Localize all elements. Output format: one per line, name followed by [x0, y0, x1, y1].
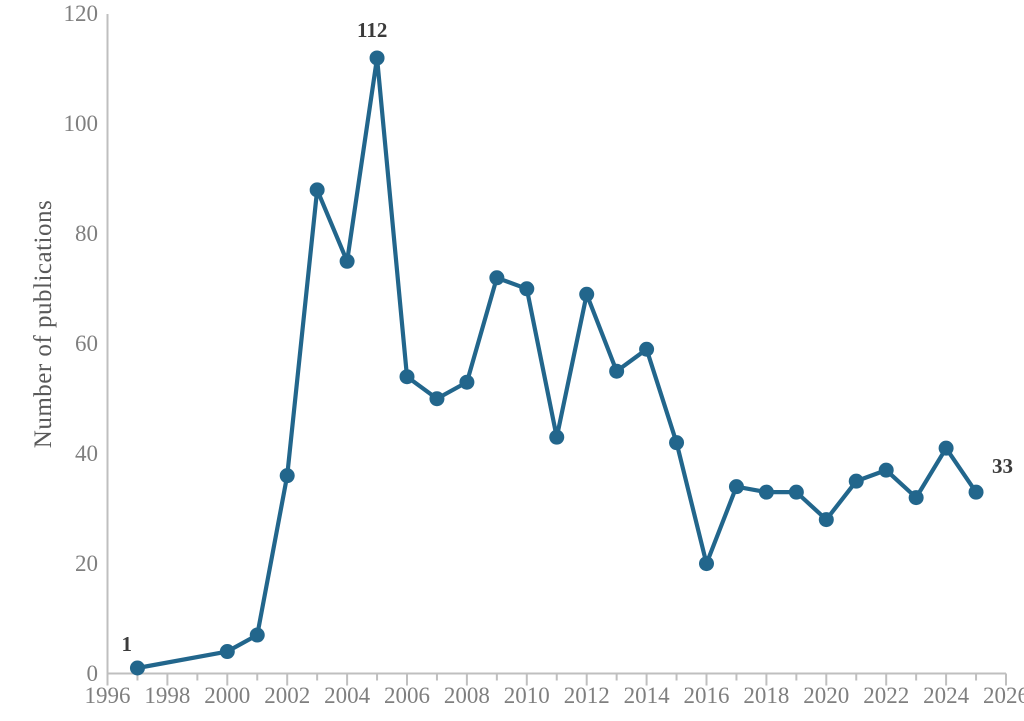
data-point-label: 1: [121, 632, 132, 656]
data-point-marker[interactable]: [399, 369, 415, 385]
y-axis-tick-label: 0: [86, 660, 99, 686]
data-point-marker[interactable]: [579, 286, 595, 302]
data-point-marker[interactable]: [129, 660, 145, 676]
x-axis-tick-label: 2020: [803, 683, 850, 708]
data-point-marker[interactable]: [728, 479, 744, 495]
data-point-marker[interactable]: [938, 440, 954, 456]
data-point-marker[interactable]: [279, 468, 295, 484]
x-axis-tick-label: 2002: [264, 683, 311, 708]
x-axis-tick-label: 1996: [84, 683, 131, 708]
data-point-marker[interactable]: [429, 391, 445, 407]
x-axis-tick-label: 2004: [324, 683, 371, 708]
data-point-marker[interactable]: [489, 270, 505, 286]
data-point-marker[interactable]: [369, 50, 385, 66]
y-axis-tick-label: 40: [75, 440, 98, 466]
y-axis-tick-label: 20: [75, 550, 98, 576]
data-point-marker[interactable]: [549, 429, 565, 445]
x-axis-tick-label: 2016: [683, 683, 730, 708]
data-point-marker[interactable]: [639, 341, 655, 357]
data-point-label: 33: [992, 454, 1014, 479]
data-series-line: [135, 55, 979, 671]
x-axis-tick-label: 2006: [384, 683, 430, 708]
y-axis-tick-label: 100: [63, 110, 99, 136]
x-axis-tick-label: 2024: [923, 683, 970, 708]
x-axis-tick-label: 2012: [563, 683, 610, 708]
data-point-marker[interactable]: [699, 556, 714, 572]
x-axis-tick-label: 2000: [204, 683, 251, 708]
x-axis-tick-label: 2022: [863, 683, 910, 708]
data-point-marker[interactable]: [818, 512, 834, 528]
x-axis-tick-label: 2008: [443, 683, 490, 708]
x-axis-tick-label: 2018: [743, 683, 790, 708]
y-axis-tick-label: 60: [75, 330, 98, 356]
data-point-marker[interactable]: [788, 484, 804, 500]
data-point-marker[interactable]: [758, 484, 774, 500]
data-point-marker[interactable]: [878, 462, 894, 478]
x-axis-tick-label: 1998: [144, 683, 191, 708]
data-point-marker[interactable]: [669, 435, 685, 451]
data-point-marker[interactable]: [249, 627, 265, 643]
data-point-marker[interactable]: [609, 363, 625, 379]
x-axis-tick-label: 2026: [983, 683, 1024, 708]
data-point-marker[interactable]: [219, 644, 235, 660]
data-point-marker[interactable]: [848, 473, 864, 489]
data-point-label: 112: [357, 17, 388, 42]
y-axis-tick-label: 80: [75, 220, 98, 246]
data-point-marker[interactable]: [519, 281, 535, 297]
data-point-marker[interactable]: [968, 484, 984, 500]
data-point-marker[interactable]: [309, 182, 325, 198]
data-point-marker[interactable]: [908, 490, 924, 506]
x-axis-tick-label: 2014: [623, 683, 670, 708]
x-axis-tick-label: 2010: [503, 683, 550, 708]
data-point-marker[interactable]: [459, 374, 475, 390]
data-point-marker[interactable]: [339, 253, 355, 269]
y-axis-tick-label: 120: [63, 1, 99, 26]
